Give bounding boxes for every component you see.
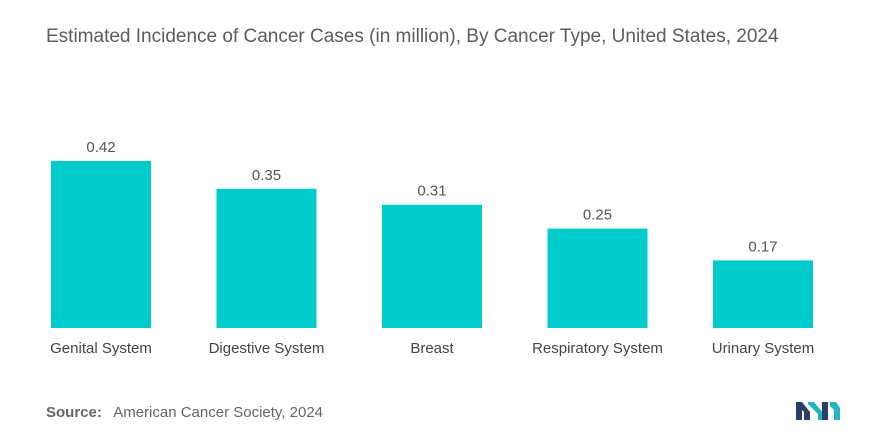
bar-breast xyxy=(382,204,482,328)
mordor-intelligence-logo-icon xyxy=(796,402,840,420)
x-tick-label: Digestive System xyxy=(209,340,325,357)
x-tick-label: Urinary System xyxy=(712,340,815,357)
chart-title: Estimated Incidence of Cancer Cases (in … xyxy=(46,26,779,47)
data-label: 0.35 xyxy=(252,167,281,184)
bar-genital-system xyxy=(51,161,151,328)
bar-respiratory-system xyxy=(547,228,648,328)
x-tick-label: Genital System xyxy=(50,340,152,357)
data-label: 0.31 xyxy=(417,183,446,200)
bar-urinary-system xyxy=(713,260,813,328)
data-label: 0.42 xyxy=(86,139,115,156)
data-label: 0.25 xyxy=(583,207,612,224)
bar-digestive-system xyxy=(216,188,317,328)
x-tick-label: Breast xyxy=(410,340,454,357)
x-tick-label: Respiratory System xyxy=(532,340,663,357)
source-label: Source: xyxy=(46,404,102,421)
source-note: Source: American Cancer Society, 2024 xyxy=(46,404,323,421)
source-text: American Cancer Society, 2024 xyxy=(113,404,324,421)
data-label: 0.17 xyxy=(748,238,777,255)
